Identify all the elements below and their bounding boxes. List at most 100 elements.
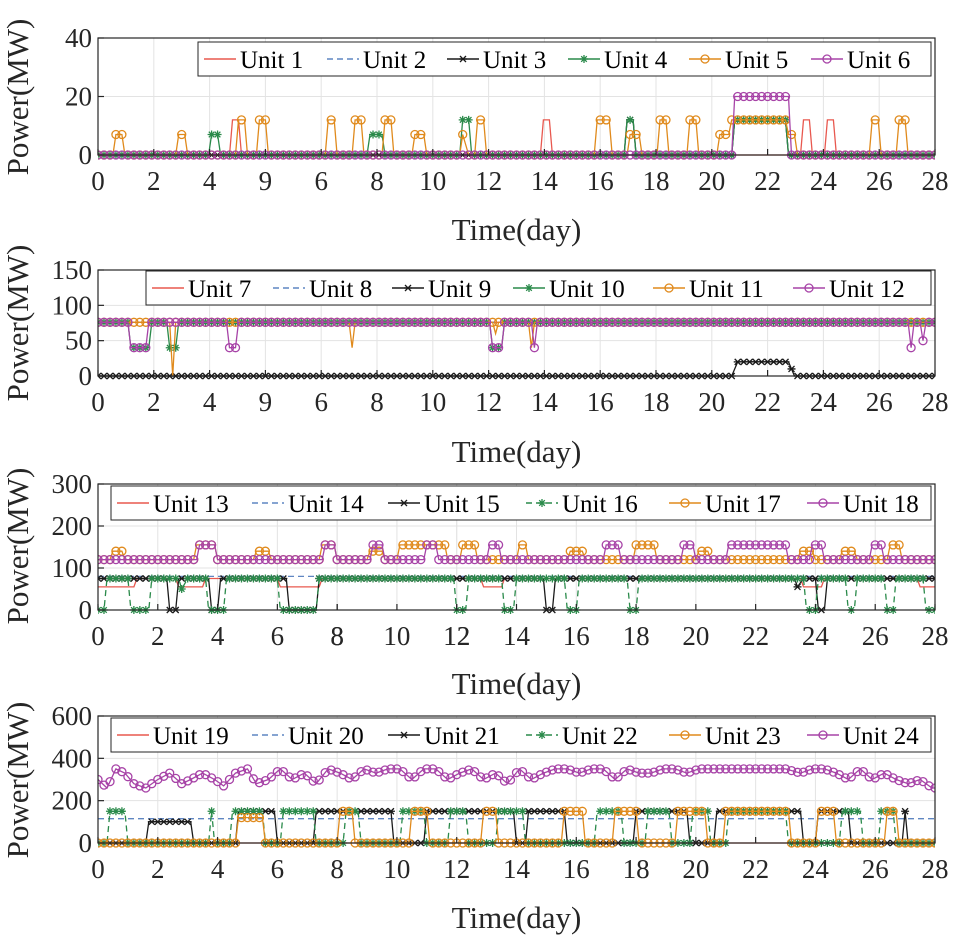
data-point bbox=[105, 807, 114, 816]
data-point bbox=[822, 806, 833, 816]
data-point bbox=[733, 574, 742, 583]
data-point bbox=[105, 574, 114, 583]
data-point bbox=[206, 317, 217, 327]
legend-marker bbox=[664, 283, 674, 293]
data-point bbox=[98, 554, 103, 565]
data-point bbox=[350, 772, 360, 782]
x-tick-label: 2 bbox=[147, 387, 161, 417]
data-point bbox=[177, 129, 187, 140]
data-point bbox=[212, 554, 223, 565]
x-tick-label: 12 bbox=[443, 621, 470, 651]
legend-marker bbox=[818, 730, 828, 740]
data-point bbox=[661, 554, 671, 565]
data-point bbox=[823, 574, 832, 583]
data-point bbox=[721, 554, 731, 565]
y-axis-label: Power(MW) bbox=[0, 468, 35, 625]
data-point bbox=[469, 540, 480, 550]
data-point bbox=[117, 767, 127, 777]
data-point bbox=[309, 807, 318, 816]
x-tick-label: 20 bbox=[682, 854, 709, 884]
data-point bbox=[296, 770, 306, 780]
data-point bbox=[691, 115, 701, 125]
data-point bbox=[924, 317, 934, 327]
data-point bbox=[900, 317, 910, 327]
data-point bbox=[105, 554, 115, 565]
data-point bbox=[267, 574, 276, 583]
data-point bbox=[344, 317, 354, 327]
data-point bbox=[344, 773, 354, 783]
data-point bbox=[321, 574, 330, 583]
x-tick-label: 24 bbox=[810, 166, 838, 196]
data-point bbox=[589, 554, 599, 565]
data-point bbox=[351, 807, 360, 816]
data-point bbox=[894, 115, 904, 125]
data-point bbox=[105, 317, 115, 327]
data-point bbox=[577, 317, 587, 327]
data-point bbox=[894, 317, 904, 327]
data-point bbox=[685, 574, 694, 583]
data-point bbox=[894, 775, 904, 786]
y-axis-label: Power(MW) bbox=[0, 702, 35, 859]
data-point bbox=[852, 554, 862, 565]
data-point bbox=[655, 554, 665, 565]
data-point bbox=[625, 806, 635, 816]
x-axis-label: Time(day) bbox=[452, 434, 582, 469]
data-point bbox=[194, 770, 205, 780]
data-point bbox=[733, 317, 743, 327]
data-point bbox=[763, 574, 772, 583]
data-point bbox=[523, 772, 534, 782]
data-point bbox=[781, 574, 790, 583]
data-point bbox=[750, 806, 761, 816]
data-point bbox=[906, 343, 916, 353]
x-tick-label: 14 bbox=[503, 621, 531, 651]
data-point bbox=[745, 317, 755, 327]
data-point bbox=[721, 129, 731, 140]
data-point bbox=[829, 574, 838, 583]
data-point bbox=[877, 807, 886, 816]
data-point bbox=[410, 806, 420, 816]
legend-label: Unit 17 bbox=[705, 491, 781, 518]
x-tick-label: 0 bbox=[91, 387, 105, 417]
data-point bbox=[847, 807, 856, 816]
x-tick-label: 18 bbox=[623, 854, 650, 884]
data-point bbox=[906, 554, 916, 565]
data-point bbox=[739, 115, 749, 125]
data-point bbox=[583, 765, 593, 775]
data-point bbox=[601, 317, 611, 327]
data-point bbox=[404, 554, 414, 565]
data-point bbox=[458, 767, 468, 777]
data-point bbox=[499, 554, 510, 565]
data-point bbox=[637, 554, 647, 565]
data-point bbox=[351, 574, 360, 583]
data-point bbox=[924, 781, 934, 791]
legend-label: Unit 9 bbox=[428, 276, 491, 303]
data-point bbox=[619, 554, 629, 565]
data-point bbox=[768, 806, 779, 816]
data-point bbox=[888, 773, 898, 783]
data-point bbox=[907, 574, 916, 583]
data-point bbox=[792, 554, 803, 565]
chart-panel-4: 0 2 4 6 8 10 12 14 16 18 20 22 24 26 280200400600Time(… bbox=[0, 701, 949, 935]
data-point bbox=[147, 779, 157, 789]
data-point bbox=[446, 554, 456, 565]
data-point bbox=[864, 772, 874, 782]
data-point bbox=[715, 554, 725, 565]
data-point bbox=[201, 574, 210, 583]
data-point bbox=[786, 765, 797, 776]
data-point bbox=[853, 807, 862, 816]
data-point bbox=[727, 806, 737, 816]
data-point bbox=[302, 317, 312, 327]
data-point bbox=[655, 115, 665, 125]
data-point bbox=[326, 540, 336, 550]
data-point bbox=[452, 770, 462, 780]
data-point bbox=[733, 806, 743, 816]
data-point bbox=[756, 91, 767, 102]
data-point bbox=[756, 554, 767, 565]
data-point bbox=[840, 554, 850, 565]
data-point bbox=[458, 554, 468, 565]
x-tick-label: 4 bbox=[211, 621, 225, 651]
data-point bbox=[499, 776, 510, 786]
data-point bbox=[99, 554, 109, 565]
data-point bbox=[810, 317, 821, 327]
data-point bbox=[756, 115, 767, 125]
